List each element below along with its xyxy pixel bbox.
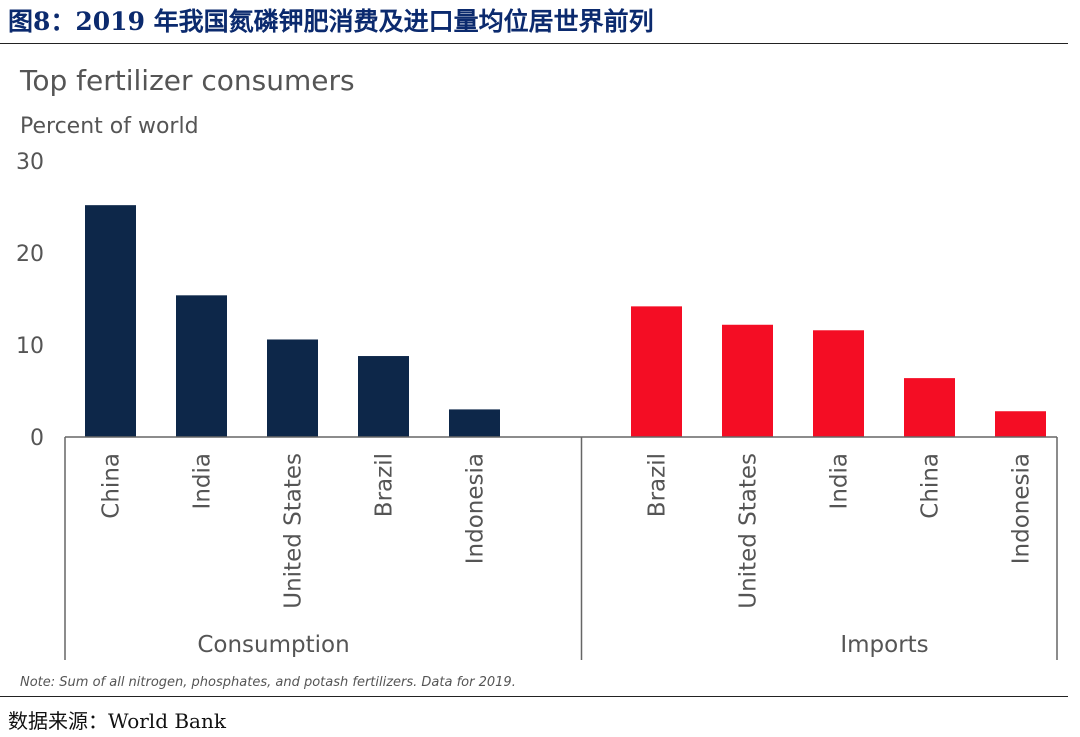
category-label: India	[827, 453, 853, 509]
category-label: United States	[281, 453, 307, 609]
bar-consumption-indonesia	[449, 409, 500, 437]
bars	[85, 205, 1046, 437]
bar-imports-indonesia	[995, 411, 1046, 437]
category-label: China	[99, 453, 125, 519]
group-labels: Consumption Imports	[197, 632, 928, 658]
y-tick-label: 30	[16, 150, 44, 175]
bar-imports-brazil	[631, 306, 682, 437]
top-rule	[0, 43, 1068, 44]
bar-imports-china	[904, 378, 955, 437]
chart-title: Top fertilizer consumers	[19, 64, 355, 97]
bar-imports-united-states	[722, 324, 773, 437]
y-axis-ticks: 0 10 20 30	[16, 150, 44, 451]
y-tick-label: 10	[16, 334, 44, 359]
category-label: United States	[736, 453, 762, 609]
chart-note: Note: Sum of all nitrogen, phosphates, a…	[20, 675, 516, 690]
axes	[64, 436, 1058, 660]
bottom-rule	[0, 696, 1068, 697]
category-label: China	[918, 453, 944, 519]
bar-consumption-china	[85, 205, 136, 437]
category-label: Brazil	[372, 453, 398, 517]
y-tick-label: 20	[16, 242, 44, 267]
bar-consumption-india	[176, 295, 227, 437]
group-label-consumption: Consumption	[197, 632, 349, 658]
bar-consumption-united-states	[267, 339, 318, 437]
chart-ylabel: Percent of world	[20, 114, 199, 139]
category-label: Brazil	[645, 453, 671, 517]
group-label-imports: Imports	[840, 632, 928, 658]
y-tick-label: 0	[30, 426, 44, 451]
category-label: India	[190, 453, 216, 509]
source-line: 数据来源：World Bank	[8, 709, 226, 733]
category-labels: China India United States Brazil Indonesia Br…	[99, 453, 1035, 609]
bar-consumption-brazil	[358, 356, 409, 437]
bar-imports-india	[813, 330, 864, 437]
category-label: Indonesia	[463, 453, 489, 564]
category-label: Indonesia	[1009, 453, 1035, 564]
figure-title: 图8：2019 年我国氮磷钾肥消费及进口量均位居世界前列	[8, 7, 654, 36]
